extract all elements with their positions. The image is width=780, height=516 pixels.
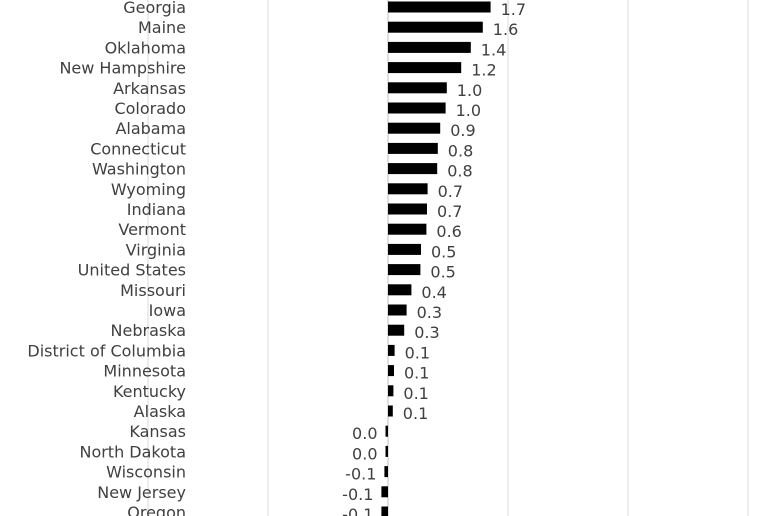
value-label: 0.3	[417, 303, 442, 322]
value-label: 0.4	[421, 283, 446, 302]
category-label: Connecticut	[90, 139, 186, 158]
bar	[388, 264, 421, 276]
value-label: 0.1	[404, 364, 429, 383]
value-label: 0.9	[450, 121, 475, 140]
value-label: 0.1	[403, 384, 428, 403]
value-label: 0.8	[448, 141, 473, 160]
category-label: Washington	[92, 160, 186, 179]
category-label: Iowa	[149, 301, 186, 320]
value-label: 0.5	[430, 263, 455, 282]
category-label: Minnesota	[103, 362, 186, 381]
value-label: 0.6	[436, 222, 461, 241]
bar	[388, 405, 393, 417]
value-label: 0.3	[414, 323, 439, 342]
bar	[388, 82, 447, 94]
bar	[388, 183, 428, 195]
category-label: Kansas	[129, 422, 186, 441]
category-label: Wisconsin	[106, 463, 186, 482]
value-label: 1.0	[456, 101, 481, 120]
bar	[388, 385, 394, 397]
value-label: 0.0	[352, 424, 377, 443]
bar	[388, 62, 462, 74]
value-label: 0.7	[437, 202, 462, 221]
value-label: 0.0	[352, 444, 377, 463]
bar	[388, 344, 395, 356]
value-label: 0.5	[431, 242, 456, 261]
category-label: Maine	[138, 18, 186, 37]
value-label: 1.0	[457, 81, 482, 100]
bars	[381, 1, 491, 516]
bar	[388, 142, 438, 154]
bar	[385, 445, 388, 457]
category-label: Nebraska	[111, 321, 186, 340]
bar	[385, 425, 388, 437]
value-label: -0.1	[345, 465, 376, 484]
category-label: United States	[78, 261, 186, 280]
value-label: -0.1	[342, 505, 373, 516]
category-label: Alabama	[115, 119, 186, 138]
bar	[388, 1, 491, 13]
value-label: 1.2	[471, 61, 496, 80]
value-label: 1.6	[493, 20, 518, 39]
value-label: 0.7	[438, 182, 463, 201]
bar	[388, 21, 483, 33]
bar	[381, 506, 388, 516]
category-label: Vermont	[118, 220, 186, 239]
value-label: 1.4	[481, 40, 506, 59]
bar	[388, 41, 471, 53]
bar	[384, 466, 388, 478]
bar	[388, 122, 441, 134]
category-label: Virginia	[126, 240, 186, 259]
value-label: -0.1	[342, 485, 373, 504]
bar	[381, 486, 388, 498]
bar	[388, 365, 394, 377]
category-label: Oregon	[127, 503, 186, 516]
category-label: Kentucky	[113, 382, 186, 401]
value-label: 1.7	[501, 0, 526, 19]
category-label: New Jersey	[97, 483, 186, 502]
category-label: District of Columbia	[27, 341, 186, 360]
bar	[388, 284, 412, 296]
category-label: Indiana	[127, 200, 186, 219]
value-labels: 1.71.61.41.21.01.00.90.80.80.70.70.60.50…	[342, 0, 526, 516]
category-label: North Dakota	[79, 442, 186, 461]
category-label: Alaska	[134, 402, 186, 421]
category-label: Colorado	[114, 99, 186, 118]
value-label: 0.1	[403, 404, 428, 423]
value-label: 0.8	[447, 162, 472, 181]
value-label: 0.1	[405, 343, 430, 362]
bar	[388, 163, 438, 175]
category-label: Arkansas	[113, 79, 186, 98]
category-label: Georgia	[123, 0, 186, 17]
bar	[388, 203, 427, 215]
bar	[388, 223, 427, 235]
category-label: Wyoming	[111, 180, 186, 199]
category-label: Missouri	[120, 281, 186, 300]
category-label: Oklahoma	[105, 38, 186, 57]
category-label: New Hampshire	[59, 59, 186, 78]
bar	[388, 243, 421, 255]
bar	[388, 304, 407, 316]
bar	[388, 102, 446, 114]
bar	[388, 324, 405, 336]
